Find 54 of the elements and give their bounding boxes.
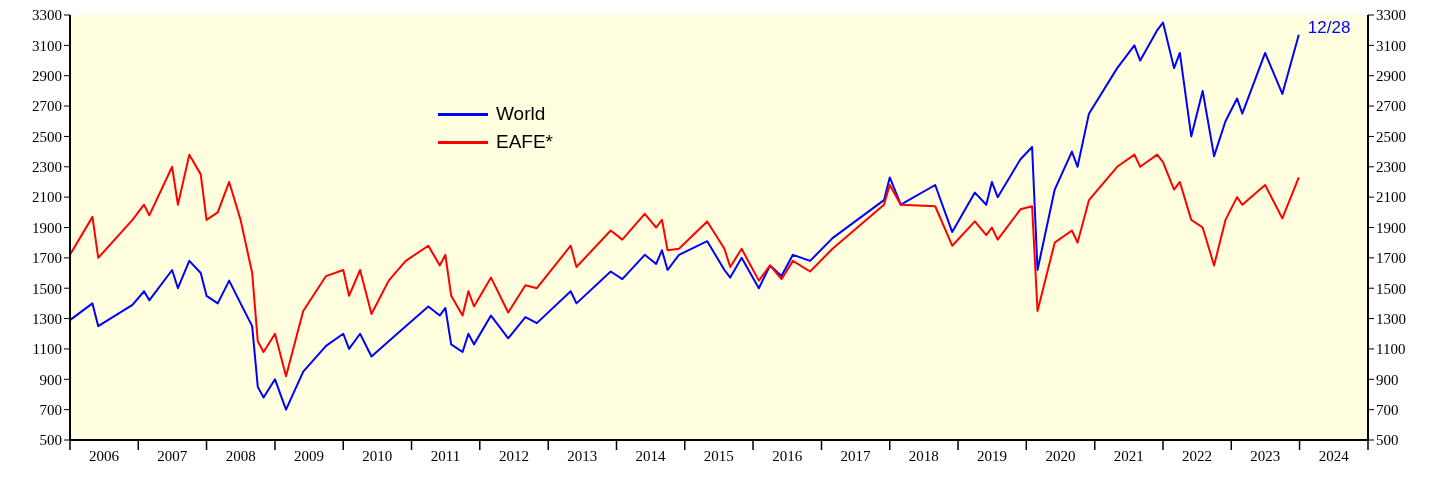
y-tick-label: 1900 [32, 219, 62, 236]
y2-tick-label: 3100 [1376, 37, 1406, 54]
y-tick-label: 3300 [32, 7, 62, 24]
y-tick-label: 2900 [32, 68, 62, 85]
x-tick-label: 2008 [225, 448, 256, 464]
annotation: 12/28 [1307, 17, 1351, 37]
y-tick-label: 2700 [32, 98, 62, 115]
x-tick-label: 2015 [703, 448, 734, 464]
y2-tick-label: 2500 [1376, 128, 1406, 145]
x-tick-label: 2019 [977, 448, 1008, 464]
y2-tick-label: 2100 [1376, 189, 1406, 206]
y-tick-label: 3100 [32, 37, 62, 54]
line-series [70, 153, 1300, 378]
x-tick-label: 2021 [1113, 448, 1144, 464]
y-tick-label: 1300 [32, 310, 62, 327]
y-tick-label: 2300 [32, 159, 62, 176]
y2-tick-label: 1100 [1376, 341, 1406, 358]
line-series [70, 21, 1300, 411]
x-tick-label: 2020 [1045, 448, 1076, 464]
y-tick-label: 1100 [32, 341, 62, 358]
x-tick-label: 2011 [430, 448, 461, 464]
y2-tick-label: 2900 [1376, 68, 1406, 85]
y-tick-label: 2500 [32, 128, 62, 145]
y-tick-label: 700 [39, 401, 62, 418]
y2-tick-label: 900 [1376, 371, 1399, 388]
legend-label: World [496, 103, 546, 125]
y2-tick-label: 1300 [1376, 310, 1406, 327]
y-tick-label: 500 [39, 432, 62, 449]
y-tick-label: 900 [39, 371, 62, 388]
y2-tick-label: 1500 [1376, 280, 1406, 297]
x-tick-label: 2017 [840, 448, 872, 464]
y2-tick-label: 700 [1376, 401, 1399, 418]
y2-tick-label: 1700 [1376, 250, 1406, 267]
x-tick-label: 2013 [567, 448, 598, 464]
x-tick-label: 2009 [294, 448, 325, 464]
y-tick-label: 1500 [32, 280, 62, 297]
y2-tick-label: 500 [1376, 432, 1399, 449]
x-tick-label: 2014 [635, 448, 667, 464]
x-tick-label: 2012 [499, 448, 530, 464]
x-tick-label: 2018 [908, 448, 939, 464]
x-tick-label: 2023 [1250, 448, 1281, 464]
y2-tick-label: 1900 [1376, 219, 1406, 236]
y-tick-label: 1700 [32, 250, 62, 267]
x-tick-label: 2024 [1318, 448, 1350, 464]
x-tick-label: 2016 [772, 448, 803, 464]
x-tick-label: 2007 [157, 448, 188, 464]
y-tick-label: 2100 [32, 189, 62, 206]
x-tick-label: 2010 [362, 448, 393, 464]
y2-tick-label: 3300 [1376, 7, 1406, 24]
y2-tick-label: 2700 [1376, 98, 1406, 115]
legend-label: EAFE* [496, 131, 554, 153]
x-tick-label: 2006 [89, 448, 120, 464]
y2-tick-label: 2300 [1376, 159, 1406, 176]
x-tick-label: 2022 [1182, 448, 1213, 464]
